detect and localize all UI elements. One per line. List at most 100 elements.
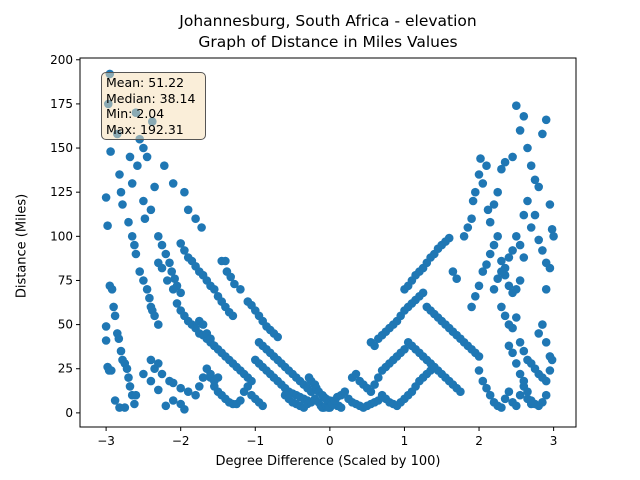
data-point (130, 399, 139, 409)
data-point (497, 164, 506, 174)
data-point (103, 221, 112, 230)
data-point (444, 233, 454, 243)
data-point (127, 232, 137, 241)
data-point (478, 376, 488, 386)
y-tick-label: 100 (50, 229, 73, 243)
data-point (114, 334, 124, 344)
y-tick-label: 150 (50, 141, 73, 155)
data-point (515, 390, 525, 400)
data-point (508, 348, 517, 358)
data-point (176, 239, 185, 248)
data-point (139, 369, 148, 379)
y-tick-label: 0 (65, 406, 73, 420)
data-point (198, 320, 208, 329)
data-point (154, 320, 163, 329)
data-point (336, 403, 346, 412)
data-point (541, 115, 551, 125)
data-point (489, 200, 499, 209)
data-point (541, 376, 551, 386)
data-point (512, 401, 521, 411)
data-point (154, 385, 163, 395)
y-tick-label: 175 (50, 97, 73, 111)
stats-box: Mean: 51.22 Median: 38.14 Min: 2.04 Max:… (101, 72, 206, 140)
data-point (167, 267, 176, 276)
data-point (168, 378, 178, 388)
chart-title: Johannesburg, South Africa - elevation (179, 12, 477, 30)
data-point (116, 346, 126, 356)
data-point (418, 288, 428, 298)
data-point (519, 376, 529, 386)
data-point (236, 285, 245, 294)
data-point (478, 179, 488, 188)
data-point (142, 285, 152, 294)
data-point (519, 112, 529, 121)
chart-subtitle: Graph of Distance in Miles Values (198, 33, 458, 51)
data-point (526, 396, 536, 405)
y-tick-label: 125 (50, 185, 73, 199)
data-point (180, 246, 189, 255)
data-point (226, 272, 235, 282)
data-point (530, 210, 540, 220)
data-point (526, 223, 536, 232)
data-point (493, 232, 503, 241)
data-point (474, 366, 484, 375)
data-point (515, 126, 525, 135)
data-point (515, 276, 525, 285)
data-point (538, 246, 547, 255)
data-point (168, 285, 178, 294)
data-point (512, 359, 521, 368)
stats-median: Median: 38.14 (106, 90, 196, 106)
data-point (500, 311, 510, 321)
stats-min: Min: 2.04 (106, 106, 165, 121)
data-point (534, 329, 543, 338)
stats-max: Max: 192.31 (106, 121, 184, 137)
data-point (195, 382, 204, 391)
data-point (236, 396, 245, 405)
data-point (482, 383, 491, 393)
data-point (140, 214, 150, 223)
data-point (519, 346, 529, 356)
data-point (168, 179, 178, 188)
data-point (161, 249, 171, 259)
data-point (519, 253, 529, 262)
data-point (504, 281, 514, 291)
x-tick-label: −3 (97, 434, 115, 448)
data-point (110, 311, 120, 321)
points-layer (101, 69, 558, 414)
data-point (125, 152, 135, 162)
data-point (519, 210, 529, 220)
data-point (366, 387, 376, 397)
data-point (176, 383, 185, 393)
x-tick-label: 3 (550, 434, 558, 448)
data-point (485, 217, 495, 227)
data-point (107, 366, 116, 375)
y-tick-label: 50 (58, 318, 73, 332)
data-point (541, 338, 551, 347)
y-axis-label: Distance (Miles) (14, 193, 30, 299)
data-point (145, 293, 154, 303)
data-point (478, 267, 488, 276)
data-point (476, 154, 485, 163)
data-point (191, 390, 200, 400)
data-point (541, 285, 551, 294)
data-point (515, 240, 525, 250)
data-point (474, 281, 484, 291)
data-point (515, 369, 525, 379)
data-point (161, 401, 171, 411)
data-point (541, 390, 551, 400)
data-point (534, 182, 543, 192)
data-point (530, 175, 540, 185)
data-point (370, 341, 379, 351)
data-point (468, 196, 478, 206)
data-point (101, 193, 111, 202)
data-point (493, 187, 503, 197)
data-point (163, 276, 172, 285)
data-point (512, 285, 521, 294)
data-point (210, 285, 219, 294)
data-point (124, 373, 133, 382)
data-point (110, 396, 120, 405)
data-point (545, 366, 555, 375)
data-point (545, 200, 555, 209)
data-point (497, 267, 506, 276)
y-axis-ticks: 0 25 50 75 100 125 150 175 200 (50, 53, 80, 420)
